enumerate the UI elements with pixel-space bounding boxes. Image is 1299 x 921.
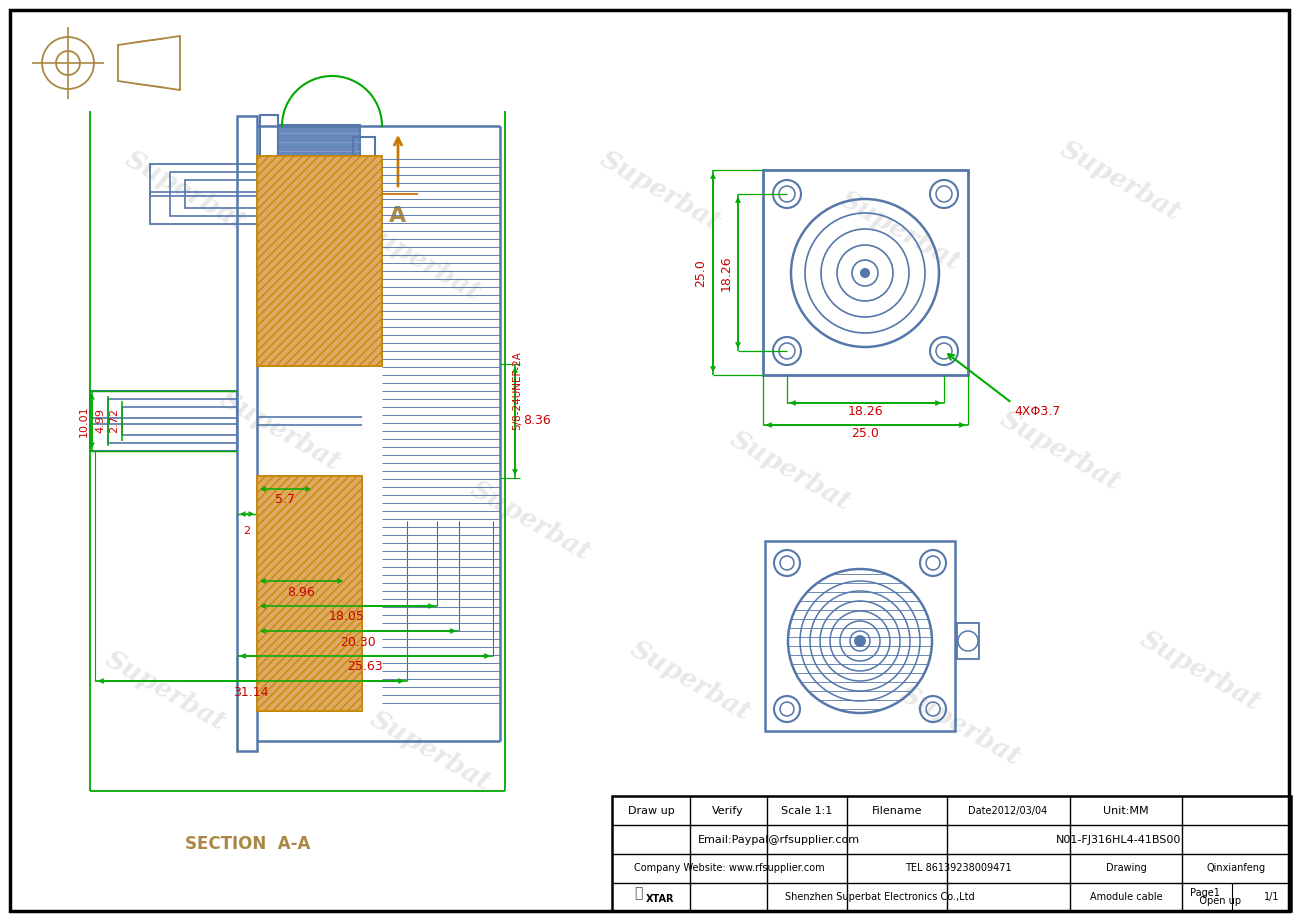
Text: 8.36: 8.36: [523, 414, 551, 427]
Text: Superbat: Superbat: [121, 146, 249, 236]
Bar: [353, 137, 375, 251]
Text: Superbat: Superbat: [100, 647, 230, 736]
Text: Superbat: Superbat: [725, 426, 855, 516]
Text: Scale 1:1: Scale 1:1: [782, 806, 833, 816]
Bar: [108, 399, 236, 443]
Text: Superbat: Superbat: [465, 476, 595, 565]
Text: N01-FJ316HL4-41BS00: N01-FJ316HL4-41BS00: [1056, 835, 1182, 845]
Text: 25.63: 25.63: [347, 660, 383, 673]
Text: Superbat: Superbat: [1135, 626, 1265, 716]
Bar: [612, 796, 1291, 911]
Text: 20.30: 20.30: [340, 635, 375, 648]
Text: 1/1: 1/1: [1264, 892, 1280, 902]
Text: Amodule cable: Amodule cable: [1090, 892, 1163, 902]
Text: 25.0: 25.0: [695, 259, 708, 287]
Bar: [90, 391, 236, 451]
Text: Superbat: Superbat: [356, 216, 485, 306]
Bar: [170, 172, 260, 216]
Text: Superbat: Superbat: [625, 636, 755, 726]
Text: 18.05: 18.05: [329, 611, 365, 624]
Text: 31.14: 31.14: [234, 685, 269, 698]
Text: Superbat: Superbat: [895, 682, 1025, 771]
Bar: [257, 156, 382, 366]
Text: 18.26: 18.26: [720, 255, 733, 291]
Bar: [184, 180, 260, 208]
Text: Shenzhen Superbat Electronics Co.,Ltd: Shenzhen Superbat Electronics Co.,Ltd: [785, 892, 974, 902]
Circle shape: [861, 269, 869, 277]
Text: Superbat: Superbat: [1055, 136, 1185, 226]
Text: 5/8-24UNEF-2A: 5/8-24UNEF-2A: [512, 352, 522, 430]
Text: Qinxianfeng: Qinxianfeng: [1207, 863, 1265, 873]
Text: TEL 86139238009471: TEL 86139238009471: [904, 863, 1012, 873]
Text: Verify: Verify: [712, 806, 744, 816]
Text: 25.0: 25.0: [851, 427, 879, 440]
Bar: [763, 170, 968, 375]
Text: 2: 2: [243, 526, 251, 536]
Text: Email:Paypal@rfsupplier.com: Email:Paypal@rfsupplier.com: [698, 835, 860, 845]
Text: Superbat: Superbat: [995, 406, 1125, 495]
Text: A: A: [390, 206, 407, 226]
Text: Superbat: Superbat: [835, 186, 965, 275]
Text: Open up: Open up: [1190, 896, 1241, 906]
Bar: [236, 116, 257, 751]
Bar: [122, 407, 236, 435]
Bar: [278, 125, 360, 263]
Text: Ⓧ: Ⓧ: [634, 886, 642, 900]
Text: 4.99: 4.99: [95, 409, 105, 434]
Text: Superbat: Superbat: [216, 387, 344, 475]
Text: XTAR: XTAR: [646, 894, 674, 904]
Text: Draw up: Draw up: [627, 806, 674, 816]
Bar: [260, 115, 278, 273]
Bar: [957, 623, 979, 659]
Text: 10.01: 10.01: [79, 405, 90, 437]
Text: Date2012/03/04: Date2012/03/04: [968, 806, 1047, 816]
Text: Superbat: Superbat: [365, 706, 495, 796]
Bar: [257, 476, 362, 711]
Text: Filename: Filename: [872, 806, 922, 816]
Text: Drawing: Drawing: [1105, 863, 1147, 873]
Text: Unit:MM: Unit:MM: [1103, 806, 1148, 816]
Text: 4XΦ3.7: 4XΦ3.7: [1015, 405, 1060, 418]
Text: 18.26: 18.26: [847, 405, 883, 418]
Text: Superbat: Superbat: [595, 146, 725, 236]
Text: Company Website: www.rfsupplier.com: Company Website: www.rfsupplier.com: [634, 863, 825, 873]
Text: 2.72: 2.72: [109, 409, 120, 434]
Bar: [765, 541, 955, 731]
Circle shape: [855, 636, 865, 646]
Bar: [149, 164, 260, 224]
Text: SECTION  A-A: SECTION A-A: [186, 835, 310, 853]
Text: 8.96: 8.96: [287, 586, 314, 599]
Text: Page1: Page1: [1190, 888, 1220, 898]
Text: 5.7: 5.7: [275, 494, 295, 507]
